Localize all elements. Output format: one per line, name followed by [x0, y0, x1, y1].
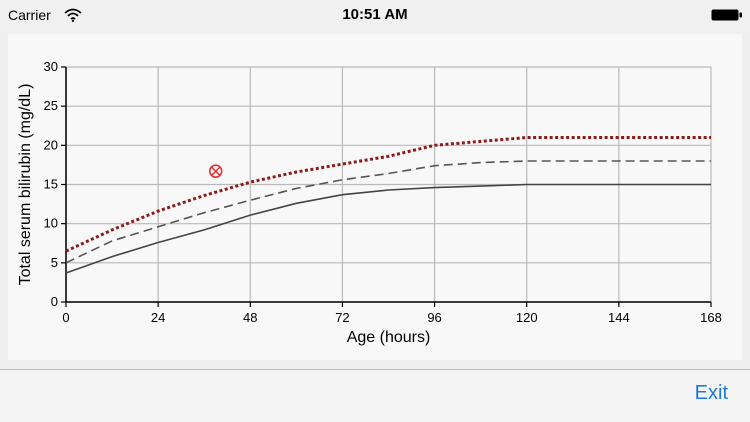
x-tick-label: 168: [700, 310, 722, 325]
series-line-solid: [65, 183, 711, 274]
y-tick-label: 20: [44, 137, 58, 152]
x-tick-label: 120: [516, 310, 538, 325]
bilirubin-chart: 0 24 48 72 96 120 144 168 0 5 10 15 20 25 30 Age (hours…: [17, 59, 722, 346]
x-axis-title: Age (hours): [347, 329, 431, 346]
x-tick-label: 96: [427, 310, 441, 325]
series-line-dotted: [65, 136, 711, 253]
y-tick-label: 10: [44, 216, 58, 231]
exit-button[interactable]: Exit: [694, 382, 728, 404]
carrier-label: Carrier: [8, 7, 51, 23]
y-tick-label: 0: [51, 294, 58, 309]
y-tick-label: 15: [44, 177, 58, 192]
x-tick-label: 48: [243, 310, 257, 325]
wifi-icon: [64, 8, 82, 22]
y-tick-label: 25: [44, 98, 58, 113]
bilirubin-chart-panel: 0 24 48 72 96 120 144 168 0 5 10 15 20 25 30 Age (hours…: [8, 34, 742, 360]
status-bar: Carrier 10:51 AM: [0, 0, 750, 30]
y-axis-title: Total serum bilirubin (mg/dL): [17, 84, 34, 286]
x-tick-label: 0: [62, 310, 69, 325]
y-tick-label: 30: [44, 59, 58, 74]
x-tick-label: 144: [608, 310, 630, 325]
status-time: 10:51 AM: [342, 6, 408, 23]
toolbar-divider: [0, 369, 750, 370]
crossed-circle-marker: [208, 164, 223, 178]
x-tick-label: 72: [335, 310, 349, 325]
y-tick-label: 5: [51, 255, 58, 270]
x-tick-label: 24: [151, 310, 165, 325]
series-line-dashed: [65, 160, 711, 264]
battery-icon: [711, 9, 742, 21]
bottom-toolbar: Exit: [0, 370, 750, 422]
